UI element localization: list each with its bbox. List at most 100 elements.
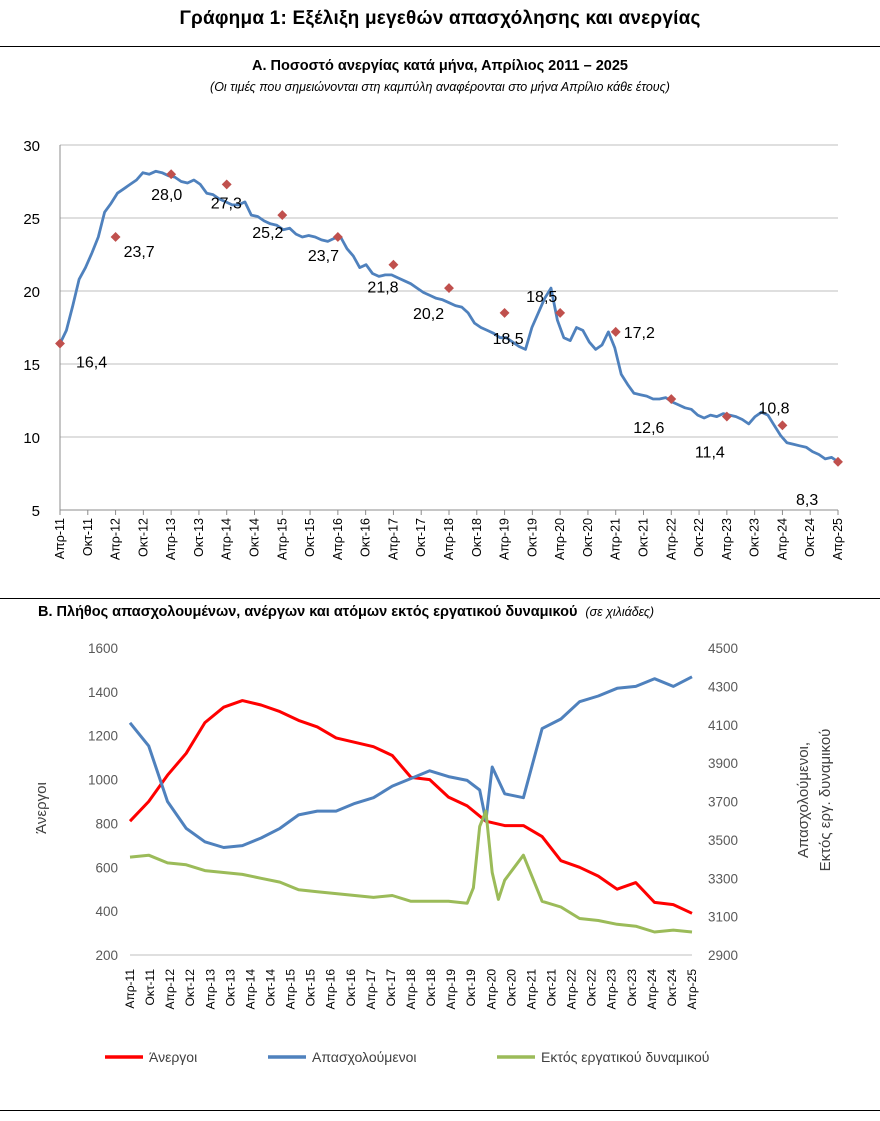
x-tick-label: Απρ-24 [645, 969, 659, 1010]
y-right-tick-label: 4500 [708, 641, 738, 656]
april-marker [277, 210, 288, 221]
x-tick-label: Απρ-18 [404, 969, 418, 1010]
x-tick-label: Οκτ-17 [414, 518, 428, 557]
x-tick-label: Απρ-25 [685, 969, 699, 1010]
y-tick-label: 30 [23, 138, 40, 155]
y-tick-label: 15 [23, 357, 40, 374]
data-label: 21,8 [367, 280, 398, 297]
top-rule [0, 46, 880, 47]
data-label: 10,8 [758, 400, 789, 417]
april-marker [444, 283, 454, 294]
april-marker [332, 232, 343, 242]
x-tick-label: Απρ-13 [164, 518, 178, 560]
x-tick-label: Απρ-25 [831, 518, 845, 560]
x-tick-label: Απρ-14 [243, 969, 257, 1010]
page-title: Γράφημα 1: Εξέλιξη μεγεθών απασχόλησης κ… [179, 8, 701, 29]
data-label: 28,0 [151, 187, 182, 204]
legend-unemployed-label: Άνεργοι [149, 1049, 197, 1065]
april-marker [777, 420, 788, 431]
x-tick-label: Απρ-11 [53, 518, 67, 559]
x-tick-label: Οκτ-18 [470, 518, 484, 557]
april-marker [166, 169, 177, 180]
legend-employed-label: Απασχολούμενοι [312, 1049, 416, 1065]
y-right-tick-label: 3900 [708, 756, 738, 771]
x-tick-label: Οκτ-23 [748, 518, 762, 557]
x-tick-label: Οκτ-17 [384, 969, 398, 1007]
data-label: 27,3 [211, 195, 242, 212]
x-tick-label: Απρ-20 [553, 518, 567, 560]
x-tick-label: Απρ-14 [220, 518, 234, 560]
x-tick-label: Οκτ-22 [585, 969, 599, 1007]
x-tick-label: Απρ-11 [123, 969, 137, 1009]
chart-a-subtitle: (Οι τιμές που σημειώνονται στη καμπύλη α… [210, 80, 670, 94]
x-tick-label: Οκτ-19 [525, 518, 539, 557]
data-label: 23,7 [308, 248, 339, 265]
x-tick-label: Οκτ-12 [183, 969, 197, 1007]
y-left-tick-label: 1600 [88, 641, 118, 656]
y-left-tick-label: 1400 [88, 685, 118, 700]
april-marker [388, 259, 399, 270]
x-tick-label: Οκτ-24 [803, 518, 817, 557]
y-right-tick-label: 3700 [708, 795, 738, 810]
x-tick-label: Οκτ-11 [143, 969, 157, 1006]
y-right-tick-label: 3300 [708, 871, 738, 886]
x-tick-label: Οκτ-18 [424, 969, 438, 1007]
y-left-tick-label: 400 [95, 904, 118, 919]
outside-labour-force-line [129, 809, 693, 934]
x-tick-label: Απρ-16 [324, 969, 338, 1010]
x-tick-label: Οκτ-16 [359, 518, 373, 557]
y-left-tick-label: 1200 [88, 729, 118, 744]
april-marker [110, 232, 121, 242]
bottom-rule [0, 1110, 880, 1111]
data-label: 8,3 [796, 492, 818, 509]
x-tick-label: Οκτ-11 [81, 518, 95, 556]
y-tick-label: 10 [23, 430, 40, 447]
y-right-tick-label: 2900 [708, 948, 738, 963]
y-left-tick-label: 800 [95, 816, 118, 831]
x-tick-label: Απρ-15 [284, 969, 298, 1010]
employed-line [128, 675, 693, 849]
data-label: 12,6 [633, 420, 664, 437]
x-tick-label: Οκτ-21 [637, 518, 651, 557]
data-label: 17,2 [624, 325, 655, 342]
y-tick-label: 25 [23, 211, 40, 228]
chart-b-title-text: Β. Πλήθος απασχολουμένων, ανέργων και ατ… [38, 604, 578, 620]
april-marker [833, 456, 843, 467]
x-tick-label: Απρ-22 [664, 518, 678, 560]
x-tick-label: Οκτ-23 [625, 969, 639, 1007]
x-tick-label: Απρ-21 [609, 518, 623, 560]
y-right-tick-label: 3100 [708, 910, 738, 925]
unemployed-line [128, 699, 693, 915]
x-tick-label: Απρ-12 [163, 969, 177, 1010]
x-tick-label: Απρ-20 [484, 969, 498, 1010]
x-tick-label: Οκτ-16 [344, 969, 358, 1007]
y-left-tick-label: 200 [95, 948, 118, 963]
x-tick-label: Οκτ-19 [464, 969, 478, 1007]
x-tick-label: Οκτ-12 [136, 518, 150, 557]
y-left-axis-label: Άνεργοι [33, 782, 50, 834]
x-tick-label: Απρ-23 [720, 518, 734, 560]
x-tick-label: Απρ-12 [109, 518, 123, 560]
y-right-axis-label-line2: Εκτός εργ. δυναμικού [817, 729, 834, 872]
x-tick-label: Οκτ-13 [192, 518, 206, 557]
x-tick-label: Οκτ-13 [223, 969, 237, 1007]
x-tick-label: Οκτ-21 [545, 969, 559, 1007]
x-tick-label: Οκτ-14 [264, 969, 278, 1007]
y-right-tick-label: 4300 [708, 679, 738, 694]
y-right-axis-label-line1: Απασχολούμενοι, [795, 742, 812, 858]
data-label: 18,5 [493, 331, 524, 348]
data-label: 23,7 [124, 244, 155, 261]
chart-b-title: Β. Πλήθος απασχολουμένων, ανέργων και ατ… [38, 604, 654, 620]
x-tick-label: Απρ-23 [605, 969, 619, 1010]
y-tick-label: 20 [23, 284, 40, 301]
x-tick-label: Οκτ-15 [303, 518, 317, 557]
data-label: 25,2 [252, 225, 283, 242]
x-tick-label: Απρ-17 [386, 518, 400, 560]
y-left-tick-label: 600 [95, 860, 118, 875]
april-marker [610, 326, 621, 337]
y-right-tick-label: 4100 [708, 718, 738, 733]
x-tick-label: Απρ-21 [524, 969, 538, 1010]
x-tick-label: Απρ-15 [275, 518, 289, 560]
x-tick-label: Οκτ-14 [248, 518, 262, 557]
